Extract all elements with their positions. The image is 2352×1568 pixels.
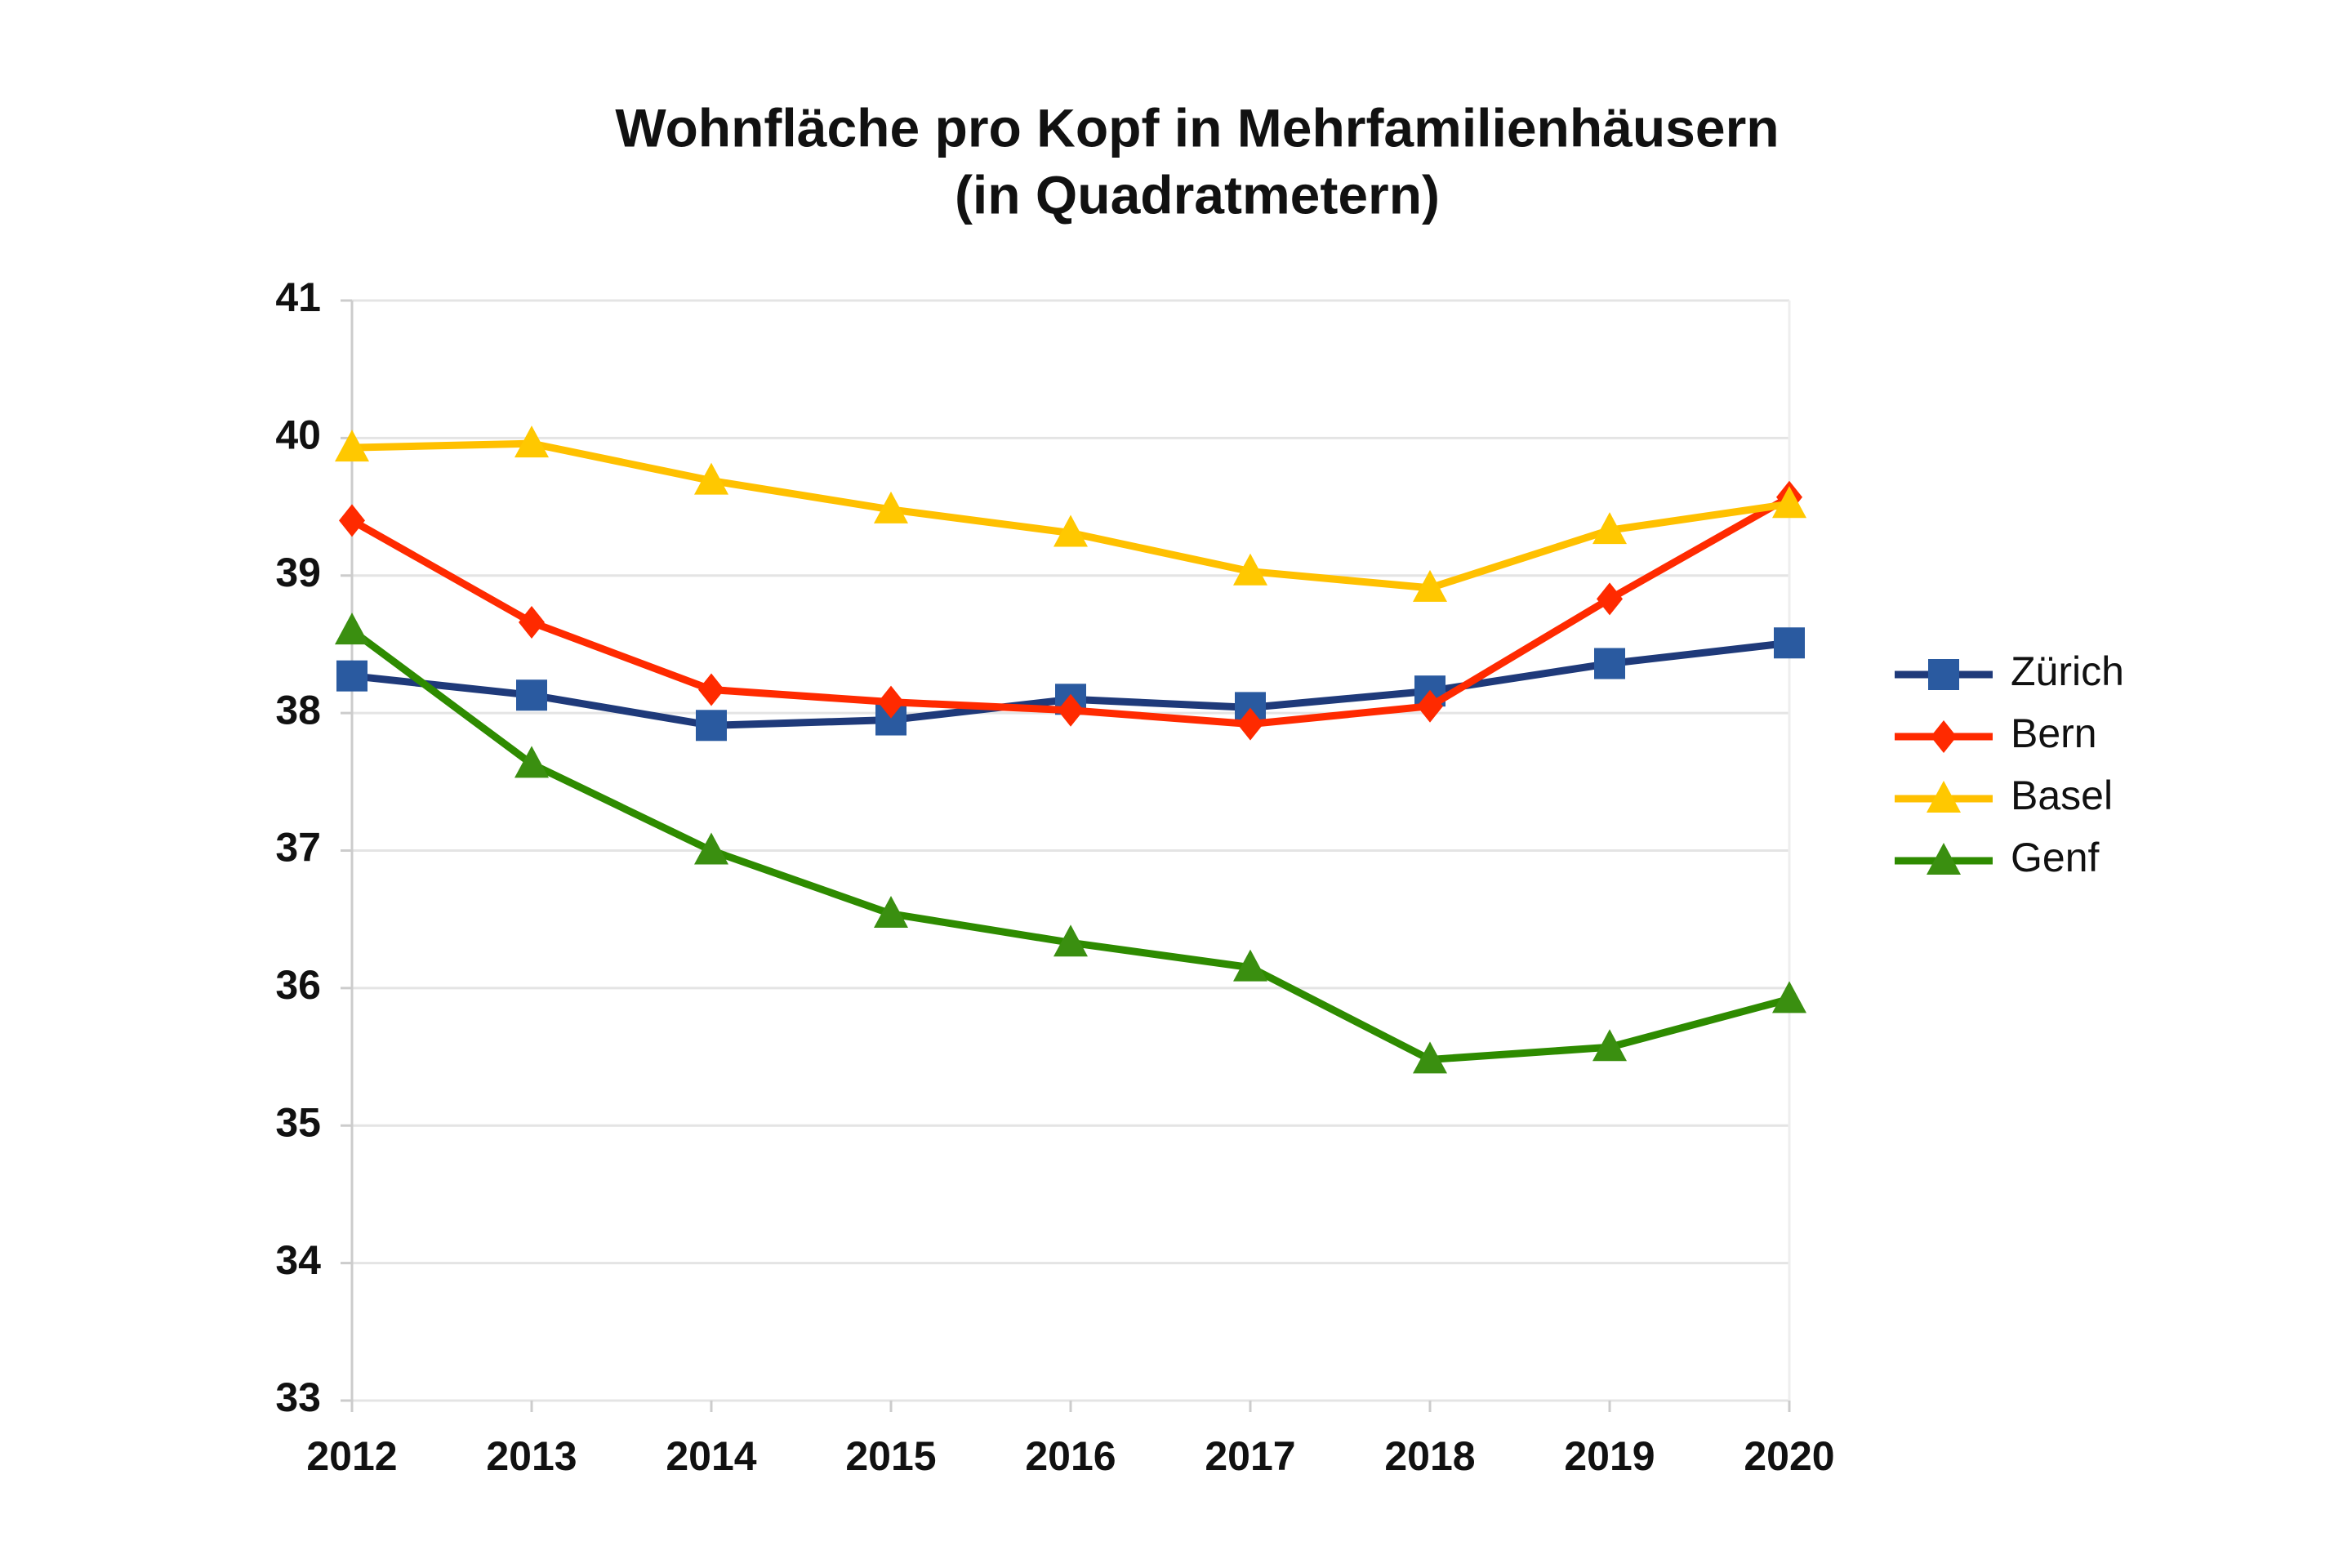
legend-label: Genf	[2011, 835, 2100, 880]
x-tick-label: 2014	[666, 1433, 756, 1479]
x-tick-label: 2015	[845, 1433, 936, 1479]
data-point	[1594, 648, 1625, 679]
legend-label: Basel	[2011, 773, 2113, 818]
data-point	[519, 605, 545, 639]
data-point	[1592, 1029, 1627, 1062]
y-tick-label: 37	[275, 825, 321, 871]
data-point	[878, 685, 904, 719]
legend-marker	[1931, 720, 1957, 753]
legend-marker	[1928, 659, 1959, 690]
data-point	[1058, 693, 1084, 727]
legend-marker	[1927, 781, 1961, 813]
data-point	[335, 430, 369, 462]
data-point	[694, 832, 728, 865]
y-tick-label: 39	[275, 550, 321, 595]
x-tick-label: 2019	[1564, 1433, 1655, 1479]
data-point	[694, 462, 728, 495]
data-point	[1592, 512, 1627, 545]
data-point	[1413, 569, 1447, 602]
data-point	[1772, 486, 1806, 519]
data-point	[696, 710, 727, 742]
data-point	[1774, 627, 1805, 659]
data-point	[336, 660, 368, 692]
data-point	[1772, 981, 1806, 1013]
data-point	[1597, 582, 1623, 616]
y-tick-label: 34	[275, 1237, 321, 1283]
data-point	[1054, 924, 1088, 957]
data-point	[516, 679, 547, 711]
data-point	[1233, 949, 1267, 982]
data-point	[335, 612, 369, 645]
data-point	[1237, 707, 1263, 741]
y-tick-label: 41	[275, 274, 321, 320]
y-tick-label: 33	[275, 1374, 321, 1420]
y-tick-label: 40	[275, 412, 321, 458]
y-tick-label: 36	[275, 962, 321, 1008]
legend-label: Zürich	[2011, 648, 2124, 694]
y-tick-label: 35	[275, 1099, 321, 1145]
chart-subtitle: (in Quadratmetern)	[955, 164, 1440, 225]
data-point	[1413, 1041, 1447, 1074]
data-point	[874, 491, 908, 523]
y-tick-label: 38	[275, 687, 321, 733]
chart-title: Wohnfläche pro Kopf in Mehrfamilienhäuse…	[615, 97, 1779, 158]
data-point	[514, 425, 549, 458]
x-tick-label: 2017	[1205, 1433, 1295, 1479]
data-point	[874, 895, 908, 928]
data-point	[339, 504, 365, 537]
x-tick-label: 2012	[306, 1433, 397, 1479]
data-point	[1054, 514, 1088, 547]
x-tick-label: 2013	[486, 1433, 577, 1479]
data-point	[514, 746, 549, 778]
x-tick-label: 2020	[1744, 1433, 1834, 1479]
x-tick-label: 2016	[1025, 1433, 1116, 1479]
legend-marker	[1927, 843, 1961, 875]
data-point	[698, 673, 724, 706]
legend-label: Bern	[2011, 710, 2097, 756]
data-point	[1417, 689, 1443, 723]
data-point	[1233, 553, 1267, 586]
x-tick-label: 2018	[1384, 1433, 1475, 1479]
